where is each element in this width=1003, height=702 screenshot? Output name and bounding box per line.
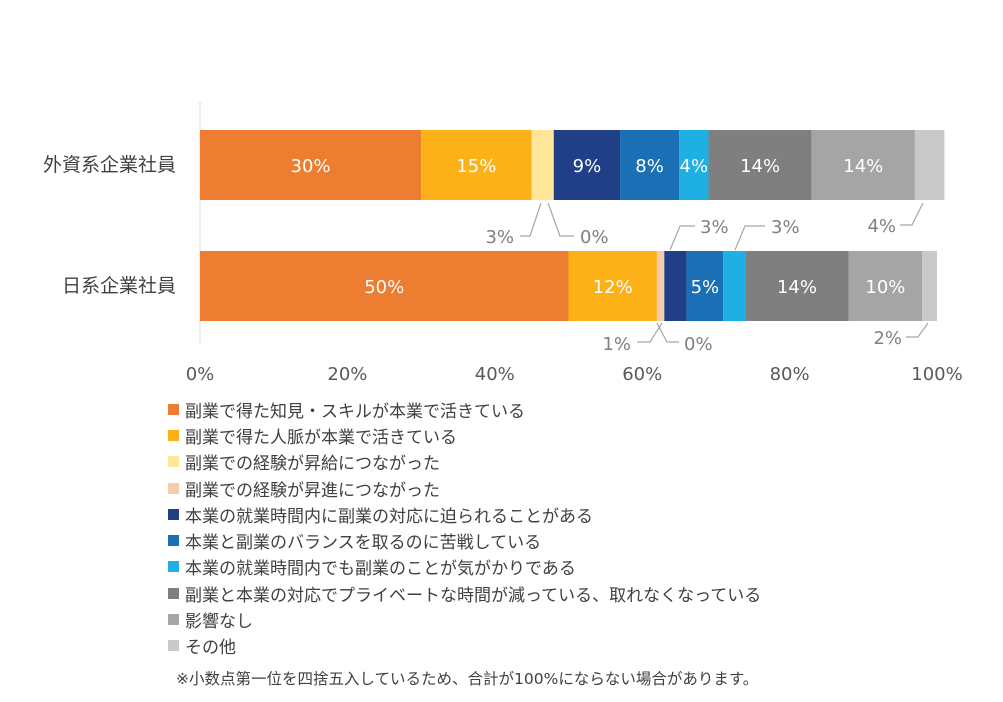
legend-label: 本業と副業のバランスを取るのに苦戦している bbox=[185, 533, 542, 554]
callout-leader-line bbox=[547, 202, 574, 237]
callout-leader-line bbox=[900, 202, 924, 226]
callout-leader-line bbox=[656, 322, 679, 343]
legend-swatch bbox=[168, 614, 179, 626]
category-label: 外資系企業社員 bbox=[43, 154, 176, 176]
x-tick-label: 40% bbox=[475, 364, 515, 385]
callout-leader-line bbox=[734, 225, 765, 251]
legend-item: 副業での経験が昇進につながった bbox=[168, 475, 761, 501]
bar-segment bbox=[811, 130, 915, 200]
data-label: 50% bbox=[364, 277, 404, 298]
data-label: 14% bbox=[843, 156, 883, 177]
bar-segment bbox=[200, 130, 422, 200]
callout-label: 2% bbox=[873, 328, 902, 349]
legend-label: 副業と本業の対応でプライベートな時間が減っている、取れなくなっている bbox=[185, 585, 762, 606]
bar-segment bbox=[421, 130, 532, 200]
bar-segment bbox=[686, 251, 724, 321]
callout-label: 3% bbox=[771, 217, 800, 238]
legend-label: その他 bbox=[185, 638, 236, 659]
bar-segment bbox=[620, 130, 680, 200]
x-tick-label: 100% bbox=[911, 364, 962, 385]
bar-segment bbox=[531, 130, 554, 200]
legend-swatch bbox=[168, 587, 179, 599]
legend-label: 副業で得た知見・スキルが本業で活きている bbox=[185, 401, 525, 422]
legend-item: 副業での経験が昇給につながった bbox=[168, 449, 761, 475]
legend-swatch bbox=[168, 482, 179, 494]
data-label: 9% bbox=[573, 156, 602, 177]
legend-item: その他 bbox=[168, 633, 761, 659]
legend-swatch bbox=[168, 640, 179, 652]
callout-leader-line bbox=[669, 225, 695, 251]
legend-item: 副業で得た人脈が本業で活きている bbox=[168, 422, 761, 448]
bar-segment bbox=[745, 251, 849, 321]
legend-item: 副業と本業の対応でプライベートな時間が減っている、取れなくなっている bbox=[168, 580, 761, 606]
legend-swatch bbox=[168, 429, 179, 441]
data-label: 15% bbox=[456, 156, 496, 177]
legend-label: 副業で得た人脈が本業で活きている bbox=[185, 427, 457, 448]
callout-leader-line bbox=[520, 202, 542, 237]
data-label: 4% bbox=[680, 156, 709, 177]
callout-leader-line bbox=[906, 322, 929, 338]
callout-leader-line bbox=[637, 322, 663, 343]
x-tick-label: 80% bbox=[770, 364, 810, 385]
x-tick-label: 20% bbox=[327, 364, 367, 385]
legend-swatch bbox=[168, 508, 179, 520]
bar-segment bbox=[679, 130, 709, 200]
footnote: ※小数点第一位を四捨五入しているため、合計が100%にならない場合があります。 bbox=[176, 670, 759, 688]
legend-item: 副業で得た知見・スキルが本業で活きている bbox=[168, 396, 761, 422]
legend-label: 影響なし bbox=[185, 612, 253, 633]
callout-labels: 3% 0% 4% 0% 1% 3% 3% 2% bbox=[485, 202, 929, 355]
bar-segment bbox=[200, 251, 569, 321]
bar-segment bbox=[848, 251, 923, 321]
callout-label: 0% bbox=[580, 227, 609, 248]
legend-label: 本業の就業時間内に副業の対応に迫られることがある bbox=[185, 506, 593, 527]
legend-swatch bbox=[168, 535, 179, 547]
data-label: 10% bbox=[865, 277, 905, 298]
data-label: 8% bbox=[635, 156, 664, 177]
x-tick-label: 0% bbox=[186, 364, 215, 385]
legend-item: 本業と副業のバランスを取るのに苦戦している bbox=[168, 527, 761, 553]
bar-segment bbox=[664, 251, 687, 321]
data-label: 30% bbox=[291, 156, 331, 177]
bar-segment bbox=[708, 130, 812, 200]
bar-segment bbox=[553, 130, 621, 200]
callout-label: 1% bbox=[602, 334, 631, 355]
category-label: 日系企業社員 bbox=[62, 275, 176, 297]
bar-segment bbox=[568, 251, 657, 321]
data-label: 12% bbox=[593, 277, 633, 298]
bar-segment bbox=[723, 251, 746, 321]
callout-label: 4% bbox=[867, 216, 896, 237]
bar-segments: 30% 15% 9% 8% 4% 14% 14% 50% 12% 5% 14% 10% bbox=[200, 130, 945, 321]
callout-label: 0% bbox=[684, 334, 713, 355]
legend-swatch bbox=[168, 403, 179, 415]
bar-segment bbox=[656, 251, 665, 321]
legend-item: 本業の就業時間内でも副業のことが気がかりである bbox=[168, 554, 761, 580]
legend: 副業で得た知見・スキルが本業で活きている 副業で得た人脈が本業で活きている 副業での… bbox=[168, 396, 761, 659]
legend-label: 本業の就業時間内でも副業のことが気がかりである bbox=[185, 559, 576, 580]
legend-label: 副業での経験が昇進につながった bbox=[185, 480, 440, 501]
legend-label: 副業での経験が昇給につながった bbox=[185, 454, 440, 475]
legend-item: 本業の就業時間内に副業の対応に迫られることがある bbox=[168, 501, 761, 527]
callout-label: 3% bbox=[485, 227, 514, 248]
data-label: 14% bbox=[777, 277, 817, 298]
legend-swatch bbox=[168, 561, 179, 573]
legend-item: 影響なし bbox=[168, 606, 761, 632]
data-label: 5% bbox=[691, 277, 720, 298]
bar-segment bbox=[922, 251, 937, 321]
legend-swatch bbox=[168, 456, 179, 468]
x-axis-ticks: 0% 20% 40% 60% 80% 100% bbox=[186, 364, 963, 385]
bar-segment bbox=[914, 130, 945, 200]
callout-label: 3% bbox=[700, 217, 729, 238]
x-tick-label: 60% bbox=[622, 364, 662, 385]
data-label: 14% bbox=[740, 156, 780, 177]
